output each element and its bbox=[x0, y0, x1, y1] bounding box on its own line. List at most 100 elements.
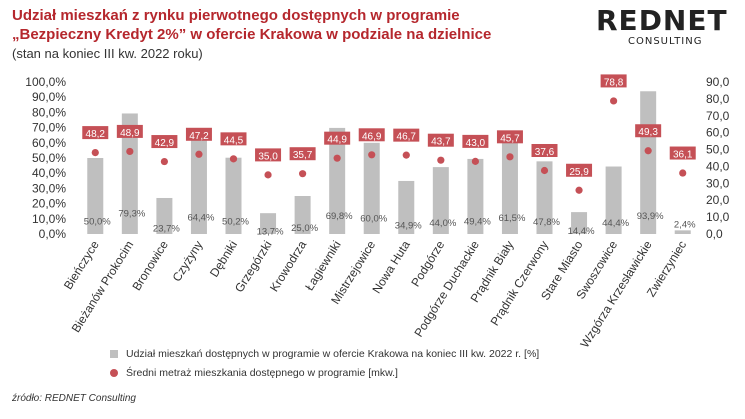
dot-point bbox=[264, 171, 272, 179]
y-right-tick-label: 0,0 bbox=[706, 227, 723, 241]
bar bbox=[121, 113, 138, 234]
bar bbox=[501, 140, 518, 234]
dot-value-label: 35,7 bbox=[293, 150, 313, 161]
y-left-tick-label: 50,0% bbox=[32, 151, 66, 165]
dot-value-label: 48,9 bbox=[120, 128, 140, 139]
y-right-tick-label: 70,0 bbox=[706, 109, 730, 123]
dot-label-box bbox=[82, 126, 109, 140]
dot-point bbox=[402, 151, 410, 159]
y-left-tick-label: 90,0% bbox=[32, 90, 66, 104]
legend-item-share: Udział mieszkań dostępnych w programie w… bbox=[110, 346, 539, 362]
dot-point bbox=[195, 150, 203, 158]
dot-point bbox=[368, 151, 376, 159]
bar-value-label: 47,8% bbox=[533, 217, 560, 228]
bar-value-label: 49,4% bbox=[464, 216, 491, 227]
bar-value-label: 14,4% bbox=[568, 226, 595, 237]
dot-value-label: 37,6 bbox=[535, 147, 555, 158]
y-right-tick-label: 40,0 bbox=[706, 159, 730, 173]
bar-value-label: 50,0% bbox=[84, 216, 111, 227]
x-category-label: Dębniki bbox=[207, 238, 240, 279]
bar bbox=[87, 158, 104, 234]
y-right-tick-label: 60,0 bbox=[706, 126, 730, 140]
x-category-label: Bieżanów Prokocim bbox=[69, 238, 137, 335]
bar-value-label: 23,7% bbox=[153, 224, 180, 235]
dot-label-box bbox=[393, 128, 420, 142]
dot-point bbox=[333, 154, 341, 162]
y-right-tick-label: 10,0 bbox=[706, 210, 730, 224]
y-right-tick-label: 20,0 bbox=[706, 193, 730, 207]
y-left-tick-label: 30,0% bbox=[32, 181, 66, 195]
dot-value-label: 47,2 bbox=[189, 131, 209, 142]
dot-value-label: 44,9 bbox=[327, 135, 347, 146]
y-left-tick-label: 0,0% bbox=[39, 227, 67, 241]
y-right-tick-label: 80,0 bbox=[706, 92, 730, 106]
dot-label-box bbox=[255, 148, 282, 162]
legend-label-area: Średni metraż mieszkania dostępnego w pr… bbox=[126, 367, 398, 379]
legend-label-share: Udział mieszkań dostępnych w programie w… bbox=[126, 348, 540, 360]
dot-point bbox=[575, 186, 583, 194]
logo-main-text: REDNET bbox=[596, 4, 728, 37]
dot-label-box bbox=[151, 135, 178, 149]
title-line-1: Udział mieszkań z rynku pierwotnego dost… bbox=[12, 7, 460, 24]
x-category-label: Czyżyny bbox=[170, 238, 206, 284]
chart-title: Udział mieszkań z rynku pierwotnego dost… bbox=[12, 6, 612, 44]
dot-value-label: 44,5 bbox=[224, 135, 244, 146]
y-left-tick-label: 10,0% bbox=[32, 212, 66, 226]
bar bbox=[225, 157, 242, 234]
dot-value-label: 78,8 bbox=[604, 77, 624, 88]
bar bbox=[398, 180, 415, 234]
dot-value-label: 45,7 bbox=[500, 133, 520, 144]
dot-point bbox=[437, 156, 445, 164]
dot-label-box bbox=[289, 147, 316, 161]
y-left-tick-label: 80,0% bbox=[32, 105, 66, 119]
dot-point bbox=[506, 153, 514, 161]
dot-label-box bbox=[358, 128, 385, 142]
dot-point bbox=[126, 147, 134, 156]
bar bbox=[363, 142, 380, 234]
source-note: źródło: REDNET Consulting bbox=[12, 393, 136, 404]
bar-value-label: 44,4% bbox=[602, 218, 629, 229]
dot-label-box bbox=[185, 127, 212, 141]
bar bbox=[260, 213, 277, 234]
chart-subtitle: (stan na koniec III kw. 2022 roku) bbox=[12, 46, 203, 61]
y-right-tick-label: 90,0 bbox=[706, 75, 730, 89]
dot-value-label: 49,3 bbox=[638, 127, 658, 138]
bar-value-label: 34,9% bbox=[395, 220, 422, 231]
bar-value-label: 13,7% bbox=[257, 226, 284, 237]
bar-value-label: 2,4% bbox=[674, 219, 696, 230]
bar bbox=[571, 212, 588, 234]
bar bbox=[156, 197, 173, 234]
y-right-tick-label: 50,0 bbox=[706, 143, 730, 157]
dot-label-box bbox=[116, 124, 143, 138]
dot-value-label: 42,9 bbox=[155, 138, 175, 149]
bar-value-label: 44,0% bbox=[429, 218, 456, 229]
bar-value-label: 50,2% bbox=[222, 216, 249, 227]
bar bbox=[674, 230, 691, 234]
dot-value-label: 36,1 bbox=[673, 150, 693, 161]
dot-point bbox=[299, 170, 307, 178]
y-left-tick-label: 20,0% bbox=[32, 197, 66, 211]
legend-dot-swatch bbox=[110, 369, 118, 377]
dot-value-label: 35,0 bbox=[258, 151, 278, 162]
bar bbox=[605, 166, 622, 234]
dot-value-label: 43,0 bbox=[466, 138, 486, 149]
dot-value-label: 43,7 bbox=[431, 137, 451, 148]
title-line-2: „Bezpieczny Kredyt 2%” w ofercie Krakowa… bbox=[12, 26, 492, 43]
bar bbox=[467, 158, 484, 234]
dot-point bbox=[644, 147, 652, 155]
bar-value-label: 64,4% bbox=[187, 212, 214, 223]
dot-value-label: 25,9 bbox=[569, 167, 589, 178]
legend: Udział mieszkań dostępnych w programie w… bbox=[110, 346, 539, 384]
dot-point bbox=[540, 166, 549, 175]
y-left-tick-label: 60,0% bbox=[32, 136, 66, 150]
dot-point bbox=[471, 157, 479, 165]
bar-value-label: 93,9% bbox=[637, 211, 664, 222]
dot-label-box bbox=[669, 146, 696, 160]
dot-value-label: 46,7 bbox=[397, 132, 417, 143]
dot-point bbox=[91, 148, 99, 157]
bar bbox=[536, 161, 553, 234]
bar-value-label: 79,3% bbox=[118, 208, 145, 219]
dot-label-box bbox=[462, 134, 489, 148]
bar-value-label: 69,8% bbox=[326, 211, 353, 222]
